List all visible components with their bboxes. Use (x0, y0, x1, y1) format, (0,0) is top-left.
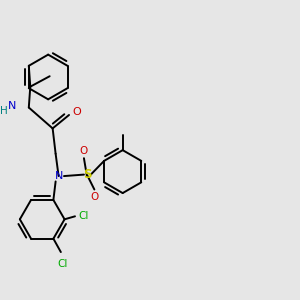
Text: O: O (72, 107, 81, 117)
Text: H: H (0, 106, 7, 116)
Text: Cl: Cl (57, 259, 68, 269)
Text: S: S (83, 168, 91, 181)
Text: N: N (54, 171, 63, 181)
Text: Cl: Cl (79, 211, 89, 221)
Text: O: O (90, 192, 98, 202)
Text: O: O (80, 146, 88, 156)
Text: N: N (8, 101, 16, 111)
